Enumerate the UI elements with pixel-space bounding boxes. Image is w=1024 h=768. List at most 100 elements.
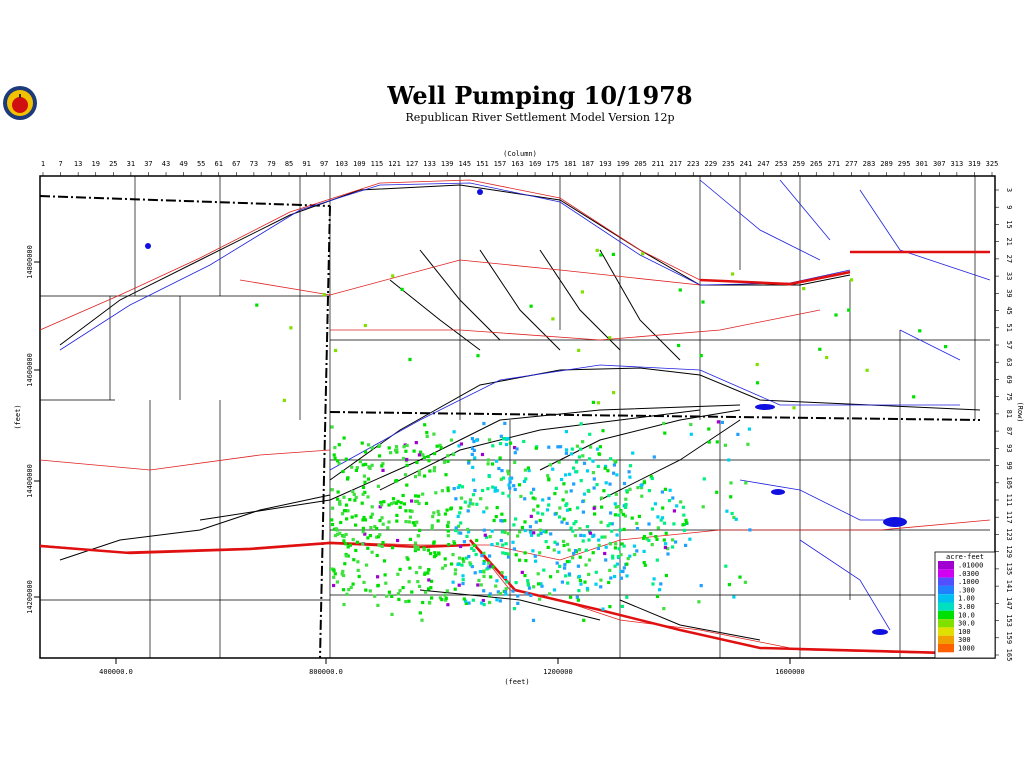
pumping-cell (488, 600, 492, 605)
pumping-cell (446, 454, 450, 458)
pumping-cell (577, 348, 581, 352)
pumping-cell (467, 554, 471, 559)
pumping-cell (495, 506, 499, 510)
pumping-cell (430, 596, 434, 600)
pumping-cell (567, 548, 571, 552)
pumping-cell (566, 542, 570, 547)
pumping-cell (482, 421, 486, 426)
pumping-cell (397, 597, 401, 601)
pumping-cell (944, 345, 948, 349)
pumping-cell (427, 600, 432, 605)
pumping-cell (343, 562, 347, 566)
pumping-cell (531, 618, 536, 622)
pumping-cell (471, 493, 476, 497)
pumping-cell (531, 496, 535, 500)
pumping-cell (376, 603, 380, 607)
pumping-cell (333, 456, 337, 460)
pumping-cell (421, 600, 425, 605)
pumping-cell (526, 581, 530, 585)
pumping-cell (387, 590, 391, 594)
pumping-cell (416, 580, 420, 584)
pumping-cell (417, 469, 421, 473)
pumping-cell (612, 463, 616, 467)
pumping-cell (524, 477, 528, 481)
pumping-cell (360, 501, 364, 505)
pumping-cell (358, 460, 362, 464)
pumping-cell (755, 362, 759, 367)
pumping-cell (396, 499, 400, 503)
pumping-cell (457, 444, 461, 448)
pumping-cell (549, 575, 553, 579)
pumping-cell (512, 607, 517, 611)
column-tick-label: 277 (845, 160, 858, 168)
column-tick-label: 133 (423, 160, 436, 168)
pumping-cell (404, 449, 408, 453)
pumping-cell (452, 487, 456, 491)
y-tick-label: 14600000 (26, 353, 34, 387)
pumping-cell (564, 490, 568, 494)
pumping-cell (603, 535, 607, 539)
pumping-cell (486, 487, 490, 491)
pumping-cell (395, 450, 399, 454)
column-tick-label: 85 (285, 160, 293, 168)
pumping-cell (614, 505, 618, 509)
pumping-cell (647, 489, 651, 493)
pumping-cell (413, 549, 417, 553)
pumping-cell (664, 573, 668, 578)
pumping-cell (432, 541, 436, 545)
pumping-cell (725, 509, 729, 513)
pumping-cell (724, 564, 728, 568)
pumping-cell (611, 554, 615, 558)
row-tick-label: 99 (1005, 461, 1013, 469)
pumping-cell (373, 594, 377, 598)
pumping-cell (342, 436, 346, 440)
pumping-cell (533, 497, 537, 501)
pumping-cell (579, 582, 583, 586)
pumping-cell (614, 542, 618, 546)
pumping-cell (663, 487, 667, 491)
pumping-cell (519, 494, 523, 498)
pumping-cell (660, 490, 664, 494)
pumping-cell (412, 449, 416, 453)
pumping-cell (443, 564, 447, 568)
column-tick-label: 67 (232, 160, 240, 168)
column-tick-label: 313 (951, 160, 964, 168)
bottom-axis-label: (feet) (504, 678, 529, 686)
column-tick-label: 289 (880, 160, 893, 168)
pumping-cell (482, 561, 486, 565)
pumping-cell (425, 431, 429, 435)
pumping-cell (378, 533, 382, 537)
pumping-cell (334, 527, 338, 531)
pumping-cell (418, 528, 422, 532)
pumping-cell (528, 525, 532, 529)
pumping-cell (483, 533, 487, 537)
pumping-cell (342, 539, 346, 543)
row-tick-label: 153 (1005, 614, 1013, 627)
pumping-cell (619, 510, 623, 514)
pumping-cell (529, 533, 534, 537)
pumping-cell (379, 500, 383, 504)
pumping-cell (556, 445, 560, 449)
pumping-cell (556, 569, 560, 574)
pumping-cell (430, 579, 434, 583)
pumping-cell (354, 468, 358, 472)
pumping-cell (544, 530, 548, 534)
pumping-cells (255, 248, 948, 622)
pumping-cell (707, 427, 711, 431)
legend-swatch (938, 610, 954, 620)
pumping-cell (489, 575, 493, 579)
pumping-cell (569, 489, 573, 493)
pumping-cell (449, 438, 453, 442)
pumping-cell (569, 595, 573, 599)
pumping-cell (423, 423, 427, 427)
pumping-cell (390, 612, 394, 616)
pumping-cell (918, 329, 922, 333)
pumping-cell (522, 479, 527, 483)
pumping-cell (344, 532, 348, 537)
pumping-cell (406, 557, 410, 561)
pumping-cell (582, 534, 586, 538)
pumping-cell (684, 518, 688, 522)
pumping-cell (585, 586, 589, 591)
pumping-cell (536, 511, 540, 515)
